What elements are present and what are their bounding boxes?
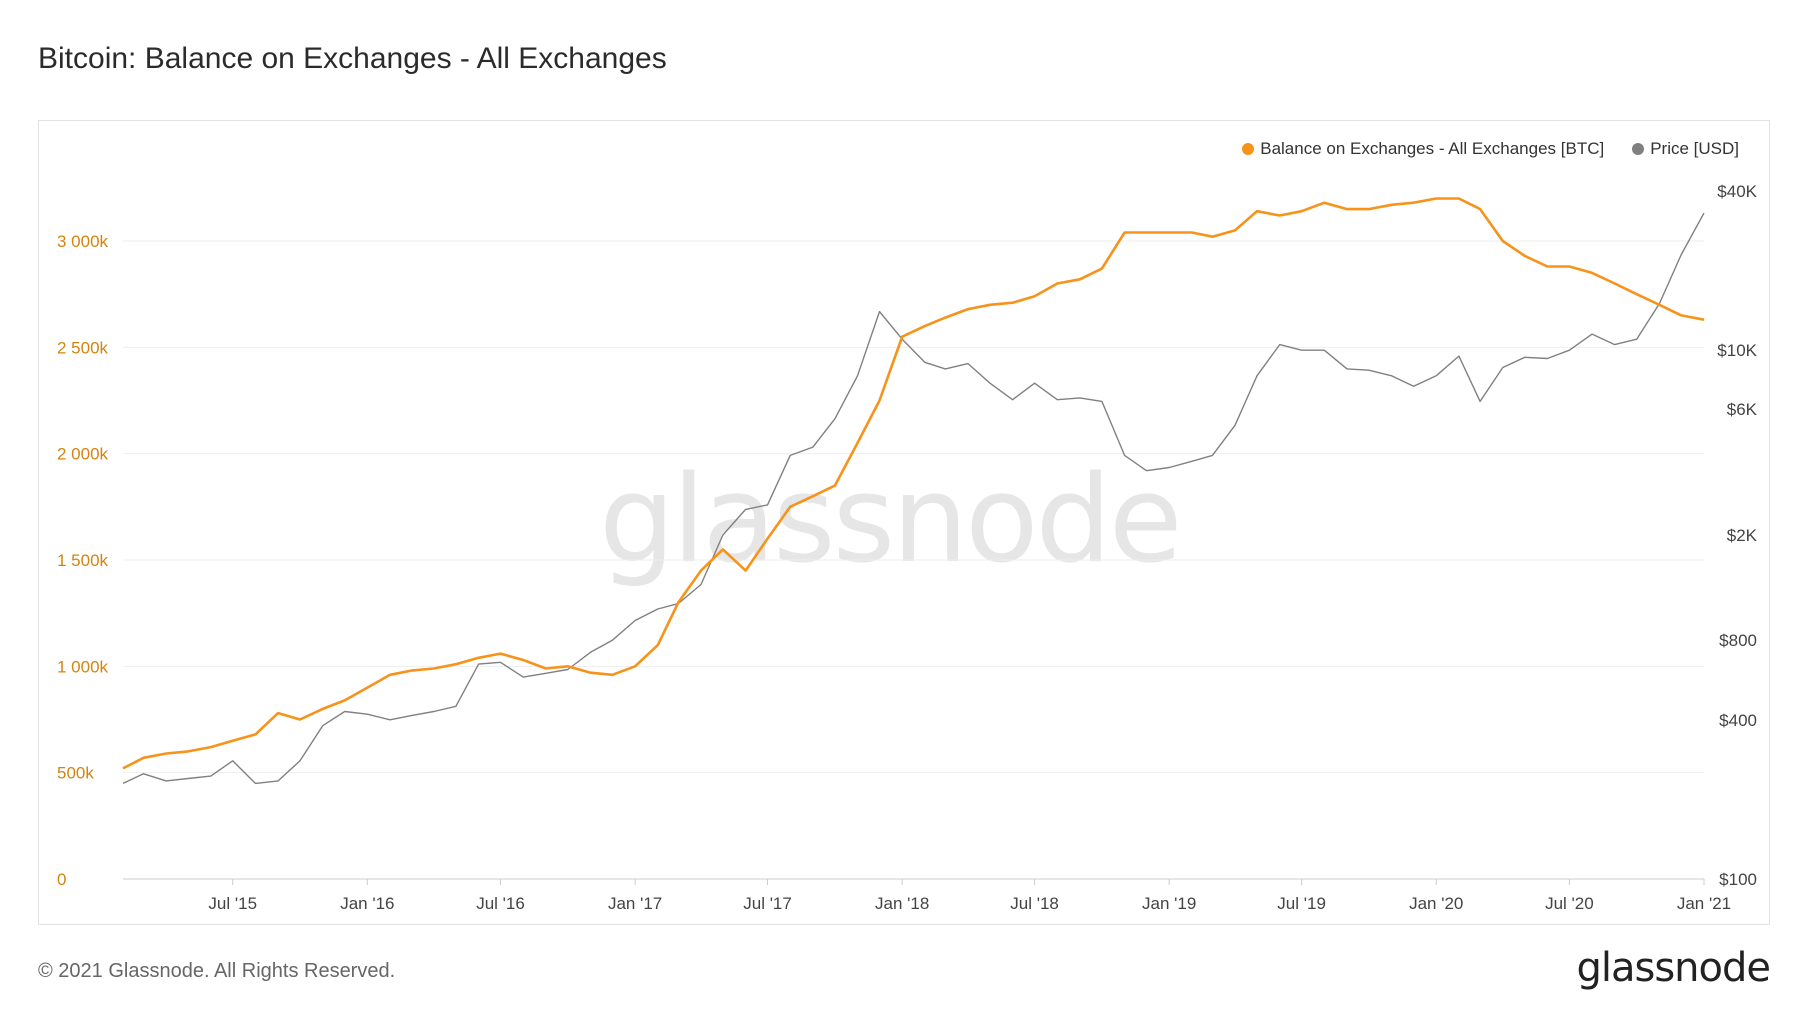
right-tick-label: $40K bbox=[1717, 182, 1757, 201]
x-tick-label: Jan '16 bbox=[340, 894, 394, 913]
x-tick-label: Jan '18 bbox=[875, 894, 929, 913]
left-tick-label: 3 000k bbox=[57, 232, 109, 251]
right-tick-label: $400 bbox=[1719, 711, 1757, 730]
x-tick-label: Jul '17 bbox=[743, 894, 792, 913]
glassnode-logo[interactable]: glassnode bbox=[1576, 945, 1771, 991]
left-tick-label: 2 000k bbox=[57, 445, 109, 464]
x-tick-label: Jul '19 bbox=[1277, 894, 1326, 913]
left-tick-label: 0 bbox=[57, 870, 66, 889]
balance-series bbox=[122, 197, 1705, 770]
watermark: glassnode bbox=[599, 451, 1183, 590]
left-tick-label: 1 500k bbox=[57, 551, 109, 570]
price-series bbox=[122, 212, 1705, 785]
x-tick-label: Jul '20 bbox=[1545, 894, 1594, 913]
legend-label-price: Price [USD] bbox=[1650, 139, 1739, 158]
chart-frame: glassnode 0 500k 1 000k 1 500k 2 000k 2 500k 3… bbox=[38, 120, 1770, 925]
copyright-text: © 2021 Glassnode. All Rights Reserved. bbox=[38, 960, 396, 982]
right-tick-label: $100 bbox=[1719, 870, 1757, 889]
legend-label-balance: Balance on Exchanges - All Exchanges [BT… bbox=[1260, 139, 1605, 158]
legend-item-price[interactable]: Price [USD] bbox=[1632, 139, 1739, 159]
right-tick-label: $2K bbox=[1727, 526, 1758, 545]
left-tick-label: 1 000k bbox=[57, 657, 109, 676]
chart: 0 500k 1 000k 1 500k 2 000k 2 500k 3 000k $100 $… bbox=[57, 182, 1758, 913]
left-tick-label: 2 500k bbox=[57, 338, 109, 357]
right-tick-label: $6K bbox=[1727, 400, 1758, 419]
left-tick-label: 500k bbox=[57, 764, 94, 783]
x-tick-label: Jan '17 bbox=[608, 894, 662, 913]
x-tick-label: Jan '19 bbox=[1142, 894, 1196, 913]
x-tick-label: Jan '20 bbox=[1409, 894, 1463, 913]
x-tick-label: Jan '21 bbox=[1677, 894, 1731, 913]
right-tick-label: $800 bbox=[1719, 631, 1757, 650]
page-title: Bitcoin: Balance on Exchanges - All Exch… bbox=[38, 42, 667, 75]
x-tick-label: Jul '18 bbox=[1010, 894, 1059, 913]
legend-dot-balance bbox=[1242, 143, 1255, 155]
x-tick-label: Jul '16 bbox=[476, 894, 525, 913]
x-tick-label: Jul '15 bbox=[208, 894, 257, 913]
right-tick-label: $10K bbox=[1717, 341, 1757, 360]
chart-legend: Balance on Exchanges - All Exchanges [BT… bbox=[1242, 139, 1739, 159]
legend-dot-price bbox=[1632, 143, 1645, 155]
legend-item-balance[interactable]: Balance on Exchanges - All Exchanges [BT… bbox=[1242, 139, 1604, 159]
